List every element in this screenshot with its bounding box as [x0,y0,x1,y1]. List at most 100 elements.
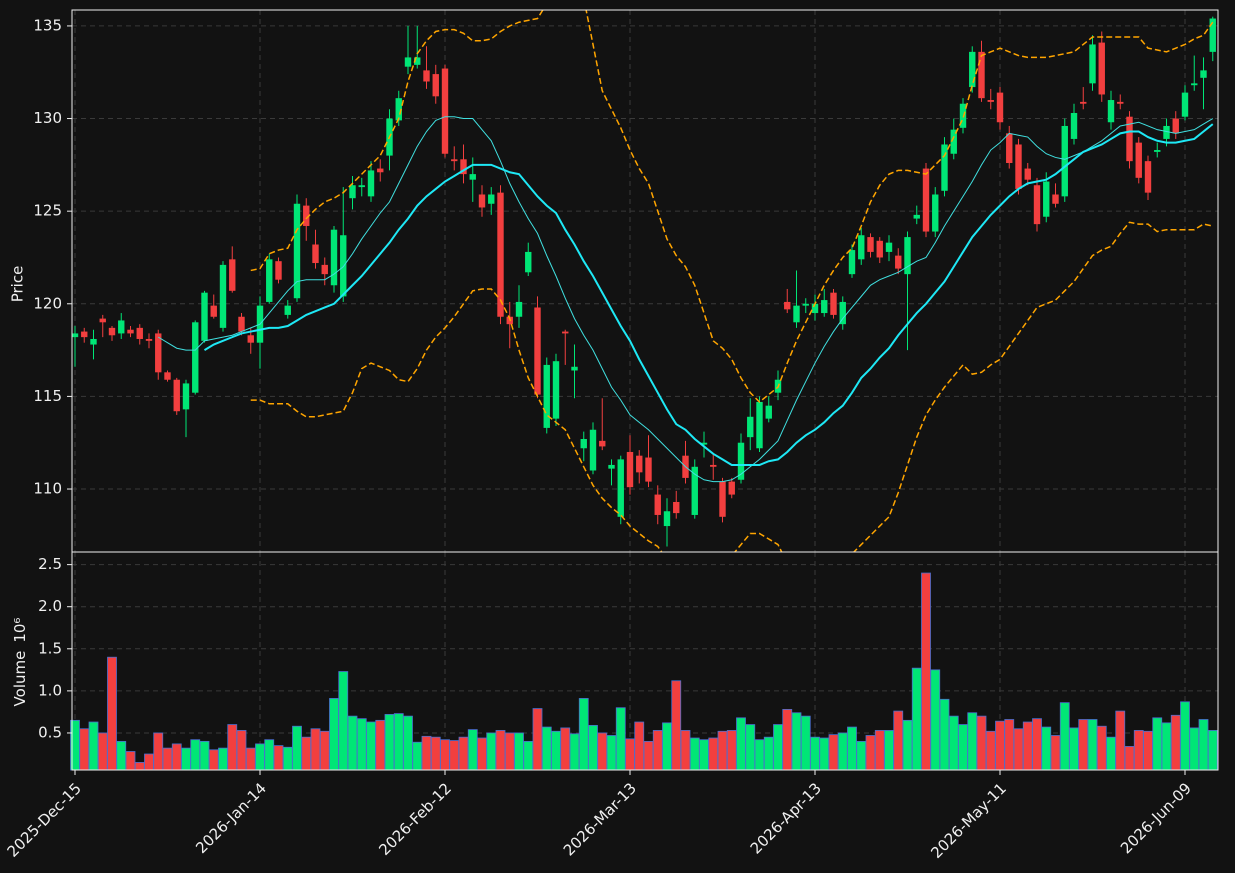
y-tick-label: 130 [33,109,62,127]
candle-body [922,168,930,232]
volume-bar [97,732,108,771]
overlay-line [250,10,1214,403]
volume-bar [347,715,358,771]
volume-bar [190,739,201,771]
candle-body [377,168,384,173]
volume-bar [532,708,543,771]
candle-body [848,250,856,275]
overlay-line [250,221,1213,552]
volume-bar [338,671,349,771]
candle-body [478,194,486,208]
candle-body [608,464,615,469]
volume-bar [541,726,552,771]
candle-body [367,170,375,197]
candle-body [136,327,143,339]
candle-body [580,439,587,449]
candle-body [839,301,846,325]
volume-bar [319,730,330,771]
volume-bar [1133,730,1144,771]
candle-body [395,98,402,121]
candle-body [719,481,726,517]
candle-body [460,159,467,175]
volume-bar [1013,728,1024,771]
volume-bar [375,719,386,771]
volume-bar [578,698,589,771]
candle-body [1172,118,1179,134]
candle-body [1209,18,1216,52]
candle-body [312,244,319,264]
volume-bar [264,739,275,771]
volume-bar [976,715,987,771]
volume-bar [588,724,598,771]
candle-body [691,466,698,515]
candle-body [145,338,153,341]
candle-body [358,185,365,188]
volume-bar [643,740,654,771]
candle-body [876,240,883,258]
volume-bar [1004,719,1015,771]
candle-body [155,333,162,373]
y-tick-label: 0.5 [38,723,62,741]
volume-bar [671,680,682,771]
candle-body [756,401,763,449]
volume-bar [236,730,247,771]
plot-layer [70,10,1218,771]
volume-bar [893,710,904,771]
volume-bar [1078,719,1089,771]
candle-body [941,144,948,191]
candle-body [1089,44,1096,84]
candle-body [497,192,504,317]
volume-bar [523,740,534,771]
candle-body [90,338,97,345]
volume-bar [1106,736,1116,771]
volume-bar [763,736,774,771]
volume-bar [625,738,635,771]
overlay-lines [157,10,1214,552]
volume-bar [125,751,136,771]
volume-bar [1022,721,1033,771]
candle-body [793,305,800,323]
candle-body [969,51,976,88]
candle-body [515,301,523,317]
candle-body [81,331,88,338]
volume-bar [393,713,404,771]
volume-bar [597,732,608,771]
candle-body [858,235,865,260]
candle-body [1200,70,1207,78]
candle-body [895,255,902,269]
candle-body [284,305,291,315]
overlay-line [203,123,1214,466]
candle-body [210,305,217,317]
candle-body [1006,133,1013,164]
y-tick-label: 115 [33,387,62,405]
volume-bar [292,725,302,771]
volume-bar [615,707,626,771]
candle-body [617,459,624,517]
y-tick-label: 110 [33,480,62,498]
candle-body [885,242,893,252]
volume-bar [958,724,968,771]
candle-body [164,372,171,380]
volume-bar [1198,719,1209,771]
candle-body [127,329,134,334]
volume-bar [162,747,173,771]
volume-bar [708,737,719,771]
volume-bar [144,753,154,771]
candle-body [728,481,735,495]
volume-bar [745,724,756,771]
volume-bar [1032,718,1042,771]
candle-body [1107,100,1115,123]
volume-bar [791,712,802,771]
volume-bar [329,698,339,771]
volume-bar [699,739,709,771]
candle-body [192,322,199,393]
volume-bar [181,747,191,771]
y-tick-label: 1.5 [38,639,62,657]
volume-bar [606,735,617,771]
candle-body [330,229,338,286]
volume-bar [902,719,913,771]
volume-bar [153,732,164,771]
candle-body [747,416,754,438]
candle-body [1015,144,1022,189]
